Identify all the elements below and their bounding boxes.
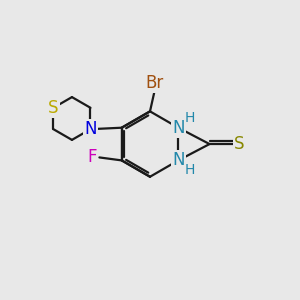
Text: Br: Br — [145, 74, 164, 92]
Text: F: F — [87, 148, 97, 166]
Text: H: H — [184, 163, 195, 177]
Text: N: N — [172, 152, 184, 169]
Text: N: N — [172, 119, 184, 137]
Text: N: N — [84, 120, 97, 138]
Text: H: H — [184, 111, 195, 125]
Text: S: S — [48, 99, 59, 117]
Text: S: S — [234, 135, 244, 153]
